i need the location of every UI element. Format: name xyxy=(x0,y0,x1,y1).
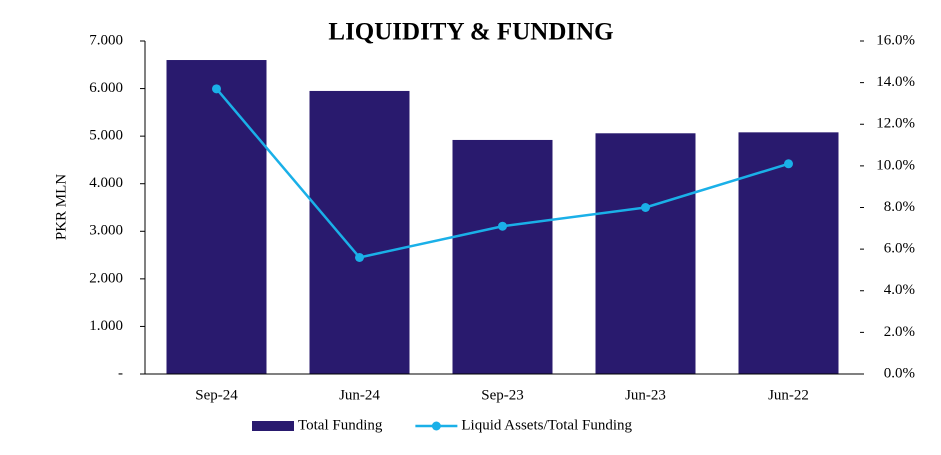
line-marker xyxy=(212,84,221,94)
bar xyxy=(452,139,553,374)
legend-label: Liquid Assets/Total Funding xyxy=(461,417,632,433)
y-tick-label: 4.000 xyxy=(89,175,123,191)
y2-tick-label: 2.0% xyxy=(884,324,915,340)
y-tick-label: 5.000 xyxy=(89,128,123,144)
y-tick-label: 2.000 xyxy=(89,270,123,286)
bar xyxy=(309,90,410,374)
chart-title: LIQUIDITY & FUNDING xyxy=(328,19,613,46)
legend-swatch xyxy=(252,421,294,431)
y2-tick-label: 10.0% xyxy=(876,157,915,173)
y-tick-label: - xyxy=(118,365,123,381)
y2-tick-label: 4.0% xyxy=(884,282,915,298)
x-tick-label: Jun-22 xyxy=(768,387,809,403)
y2-tick-label: 14.0% xyxy=(876,74,915,90)
line-marker xyxy=(641,203,650,212)
legend-marker xyxy=(431,421,441,431)
bar xyxy=(595,133,696,374)
x-tick-label: Sep-23 xyxy=(481,387,524,403)
y2-tick-label: 12.0% xyxy=(876,116,915,132)
legend-label: Total Funding xyxy=(298,417,383,433)
y-tick-label: 7.000 xyxy=(89,32,123,48)
y2-tick-label: 6.0% xyxy=(884,241,915,257)
y2-tick-label: 16.0% xyxy=(876,32,915,48)
y2-tick-label: 0.0% xyxy=(884,365,915,381)
y-tick-label: 3.000 xyxy=(89,223,123,239)
y-tick-label: 1.000 xyxy=(89,318,123,334)
y-tick-label: 6.000 xyxy=(89,80,123,96)
bar xyxy=(738,132,839,374)
line-marker xyxy=(355,252,364,262)
y2-tick-label: 8.0% xyxy=(884,199,915,215)
line-marker xyxy=(784,159,793,169)
y-axis-label: PKR MLN xyxy=(53,174,69,240)
line-marker xyxy=(498,221,507,231)
x-tick-label: Jun-23 xyxy=(625,387,666,403)
x-tick-label: Sep-24 xyxy=(195,387,238,403)
x-tick-label: Jun-24 xyxy=(339,387,380,403)
bar xyxy=(166,60,267,375)
